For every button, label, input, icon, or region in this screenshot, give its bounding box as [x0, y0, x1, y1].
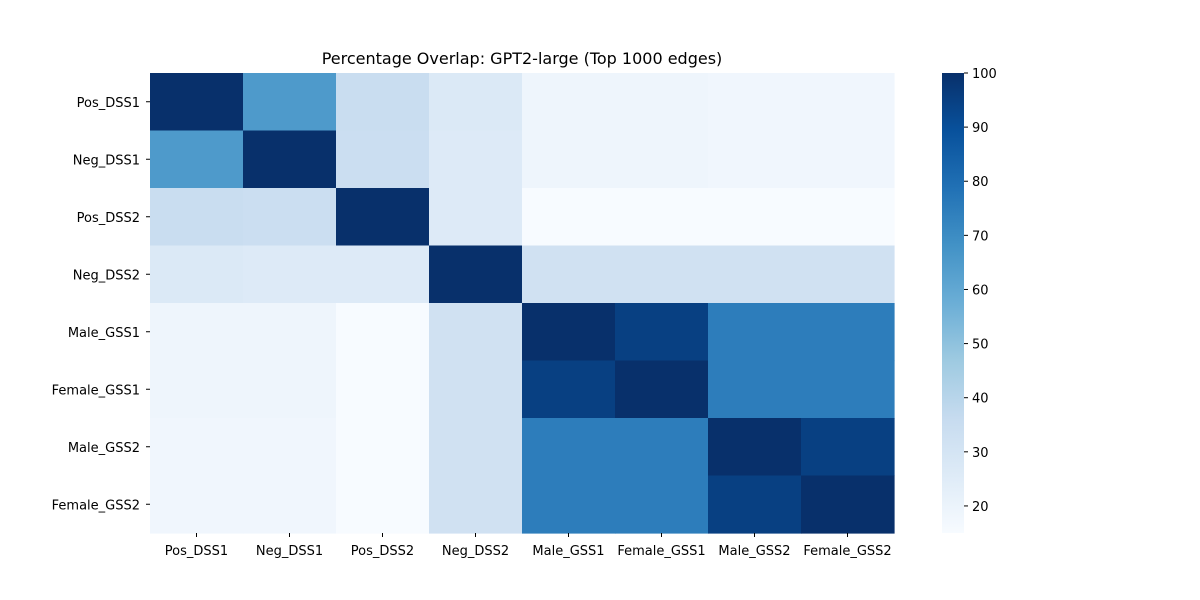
heatmap-cell — [615, 73, 709, 132]
heatmap-cell — [243, 245, 337, 304]
x-axis-ticks: Pos_DSS1 Neg_DSS1 Pos_DSS2 Neg_DSS2 Male_GSS… — [165, 533, 892, 559]
x-tick-label: Neg_DSS1 — [256, 544, 323, 559]
colorbar-gradient — [942, 73, 964, 533]
heatmap-cell — [243, 418, 337, 477]
heatmap-cell — [615, 130, 709, 189]
heatmap-cell — [522, 130, 616, 189]
heatmap-cell — [801, 360, 895, 419]
heatmap-cell — [801, 188, 895, 247]
heatmap-cell — [708, 475, 802, 534]
x-tick-label: Male_GSS2 — [718, 544, 790, 559]
y-axis-ticks: Pos_DSS1 Neg_DSS1 Pos_DSS2 Neg_DSS2 Male_GSS… — [52, 96, 150, 513]
heatmap-cell — [336, 475, 430, 534]
heatmap-cell — [801, 475, 895, 534]
heatmap-cell — [429, 245, 523, 304]
heatmap-cell — [708, 73, 802, 132]
heatmap-cell — [336, 73, 430, 132]
heatmap-cell — [243, 188, 337, 247]
heatmap-cell — [615, 475, 709, 534]
y-tick-label: Neg_DSS1 — [73, 153, 140, 168]
heatmap-cell — [708, 130, 802, 189]
heatmap-cell — [150, 418, 244, 477]
heatmap-cell — [615, 188, 709, 247]
colorbar-tick-label: 40 — [972, 392, 989, 407]
heatmap-cell — [522, 360, 616, 419]
heatmap-cell — [708, 245, 802, 304]
heatmap-cell — [336, 303, 430, 362]
heatmap-cell — [150, 188, 244, 247]
colorbar-tick-label: 30 — [972, 446, 989, 461]
heatmap-cell — [243, 303, 337, 362]
heatmap-cell — [801, 130, 895, 189]
heatmap-cell — [336, 418, 430, 477]
heatmap-cell — [708, 360, 802, 419]
heatmap-cell — [429, 475, 523, 534]
x-tick-label: Female_GSS1 — [617, 544, 705, 559]
heatmap-cell — [522, 188, 616, 247]
y-tick-label: Male_GSS2 — [68, 441, 140, 456]
heatmap-cell — [243, 475, 337, 534]
chart-title: Percentage Overlap: GPT2-large (Top 1000… — [322, 49, 723, 68]
y-tick-label: Male_GSS1 — [68, 326, 140, 341]
heatmap-cell — [150, 475, 244, 534]
colorbar-tick-label: 80 — [972, 175, 989, 190]
y-tick-label: Female_GSS1 — [52, 383, 140, 398]
heatmap-cell — [708, 418, 802, 477]
heatmap-cell — [801, 245, 895, 304]
heatmap-cell — [615, 303, 709, 362]
y-tick-label: Neg_DSS2 — [73, 268, 140, 283]
heatmap-cell — [336, 245, 430, 304]
heatmap-cell — [429, 188, 523, 247]
heatmap-cell — [615, 360, 709, 419]
heatmap-cell — [336, 188, 430, 247]
x-tick-label: Female_GSS2 — [803, 544, 891, 559]
x-tick-label: Male_GSS1 — [532, 544, 604, 559]
heatmap-cell — [522, 303, 616, 362]
y-tick-label: Pos_DSS1 — [77, 96, 140, 111]
heatmap-cell — [801, 73, 895, 132]
heatmap-cell — [429, 360, 523, 419]
colorbar-tick-label: 50 — [972, 338, 989, 353]
heatmap-cell — [522, 418, 616, 477]
colorbar-tick-label: 20 — [972, 500, 989, 515]
heatmap-cell — [522, 73, 616, 132]
heatmap-cell — [150, 73, 244, 132]
colorbar-tick-label: 60 — [972, 283, 989, 298]
heatmap-cell — [150, 303, 244, 362]
heatmap-cell — [708, 188, 802, 247]
heatmap-cell — [429, 418, 523, 477]
colorbar: 20 30 40 50 60 70 80 90 100 — [942, 67, 997, 533]
heatmap-cell — [801, 418, 895, 477]
colorbar-ticks: 20 30 40 50 60 70 80 90 100 — [964, 67, 997, 515]
y-tick-label: Female_GSS2 — [52, 498, 140, 513]
x-tick-label: Pos_DSS2 — [351, 544, 414, 559]
colorbar-tick-label: 90 — [972, 121, 989, 136]
heatmap-cells — [150, 73, 895, 534]
heatmap-cell — [615, 418, 709, 477]
heatmap-cell — [522, 245, 616, 304]
heatmap-cell — [243, 130, 337, 189]
y-tick-label: Pos_DSS2 — [77, 211, 140, 226]
colorbar-tick-label: 100 — [972, 67, 997, 82]
heatmap-cell — [708, 303, 802, 362]
colorbar-tick-label: 70 — [972, 229, 989, 244]
heatmap-cell — [336, 130, 430, 189]
heatmap-cell — [336, 360, 430, 419]
x-tick-label: Pos_DSS1 — [165, 544, 228, 559]
heatmap-cell — [429, 303, 523, 362]
heatmap-cell — [243, 360, 337, 419]
heatmap-cell — [150, 130, 244, 189]
heatmap-cell — [429, 130, 523, 189]
heatmap-cell — [615, 245, 709, 304]
heatmap-cell — [243, 73, 337, 132]
x-tick-label: Neg_DSS2 — [442, 544, 509, 559]
heatmap-cell — [522, 475, 616, 534]
heatmap-cell — [150, 245, 244, 304]
heatmap-cell — [801, 303, 895, 362]
heatmap-cell — [429, 73, 523, 132]
heatmap-cell — [150, 360, 244, 419]
